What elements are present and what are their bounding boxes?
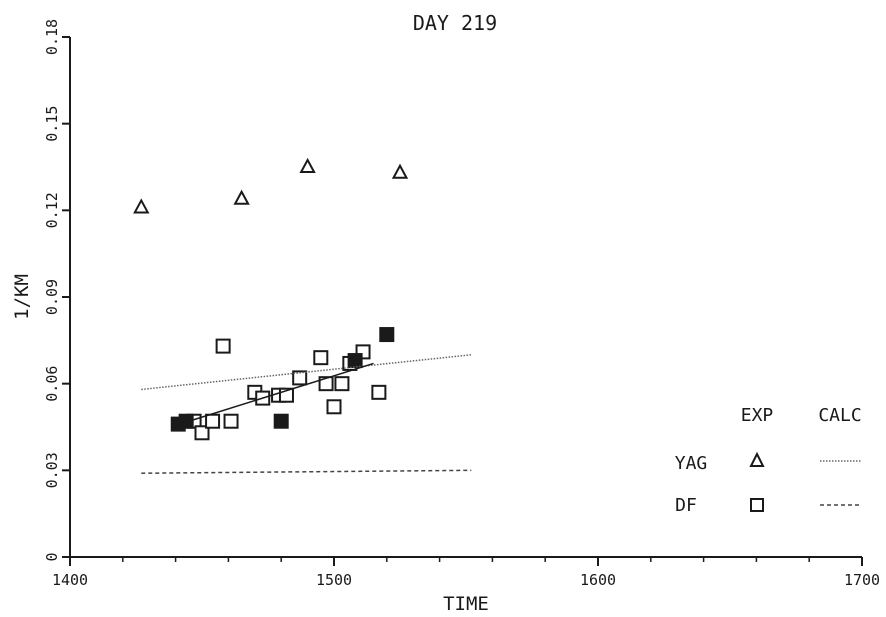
y-tick-label: 0.06	[43, 366, 61, 402]
df-exp-point	[334, 376, 350, 392]
yag-exp-point	[133, 198, 150, 214]
df-exp-point	[215, 338, 231, 354]
legend-square-marker	[750, 498, 764, 512]
fit-line-df	[188, 362, 374, 422]
df-exp-filled-point	[273, 413, 289, 429]
x-tick-label: 1700	[844, 571, 880, 589]
y-tick-label: 0	[43, 552, 61, 561]
y-axis-label: 1/KM	[11, 274, 33, 320]
chart-marks	[133, 157, 472, 474]
df-exp-point	[194, 425, 210, 441]
x-tick-label: 1600	[580, 571, 616, 589]
legend-label-yag: YAG	[675, 453, 708, 474]
y-tick-label: 0.03	[43, 452, 61, 488]
df-exp-point	[318, 376, 334, 392]
df-exp-point	[326, 399, 342, 415]
y-tick-label: 0.15	[43, 106, 61, 142]
legend-header-exp: EXP	[741, 405, 774, 426]
df-exp-point	[292, 370, 308, 386]
calc-line-yag	[141, 354, 472, 391]
y-tick-label: 0.18	[43, 19, 61, 55]
yag-exp-point	[391, 163, 409, 179]
x-axis-label: TIME	[443, 593, 489, 615]
df-exp-filled-point	[379, 327, 395, 343]
df-exp-point	[223, 413, 239, 429]
plot-frame	[69, 37, 862, 558]
calc-line-df	[141, 469, 472, 474]
chart-title: DAY 219	[413, 11, 497, 35]
legend: EXP CALC YAG DF	[675, 405, 862, 516]
yag-exp-point	[233, 189, 250, 205]
x-tick-label: 1400	[52, 571, 88, 589]
y-tick-label: 0.12	[43, 192, 61, 228]
df-exp-filled-point	[347, 353, 363, 369]
df-exp-point	[205, 413, 221, 429]
df-exp-point	[313, 350, 329, 366]
legend-header-calc: CALC	[818, 405, 861, 426]
legend-triangle-marker	[749, 451, 765, 467]
y-tick-label: 0.09	[43, 279, 61, 315]
x-ticks: 1400 1500 1600 1700	[52, 557, 880, 589]
df-exp-filled-point	[178, 413, 194, 429]
y-ticks: 0 0.03 0.06 0.09 0.12 0.15 0.18	[43, 19, 70, 562]
x-tick-label: 1500	[316, 571, 352, 589]
df-exp-point	[371, 384, 387, 400]
legend-label-df: DF	[675, 495, 697, 516]
yag-exp-point	[299, 157, 316, 173]
